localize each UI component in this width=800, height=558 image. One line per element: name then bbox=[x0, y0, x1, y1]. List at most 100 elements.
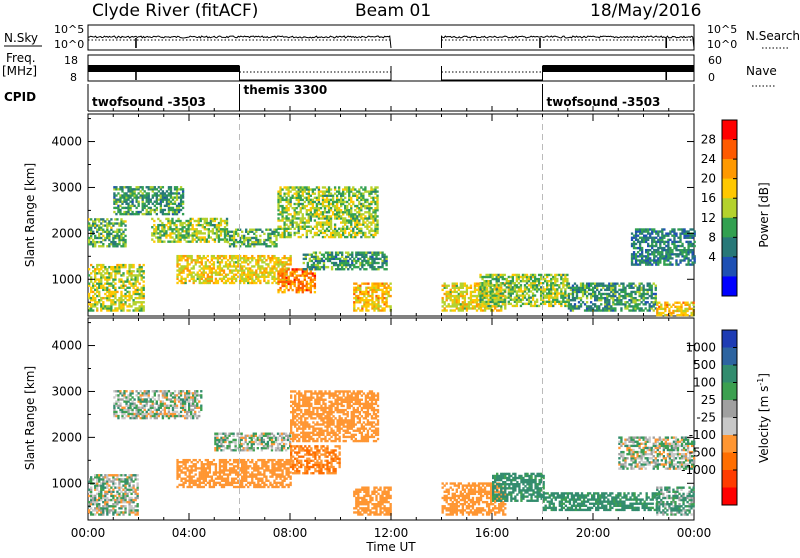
heatmap-cell bbox=[104, 282, 106, 284]
heatmap-cell bbox=[167, 218, 169, 220]
heatmap-cell bbox=[491, 299, 493, 301]
heatmap-cell bbox=[283, 291, 285, 293]
heatmap-cell bbox=[325, 251, 327, 253]
heatmap-cell bbox=[108, 276, 110, 278]
heatmap-cell bbox=[354, 232, 356, 234]
heatmap-cell bbox=[104, 239, 106, 241]
heatmap-cell bbox=[179, 234, 181, 236]
heatmap-cell bbox=[354, 188, 356, 190]
noise-left-tick-top: 10^5 bbox=[54, 23, 84, 36]
heatmap-cell bbox=[113, 207, 115, 209]
heatmap-cell bbox=[691, 235, 693, 237]
heatmap-cell bbox=[330, 195, 332, 197]
heatmap-cell bbox=[249, 237, 251, 239]
heatmap-cell bbox=[483, 276, 485, 278]
heatmap-cell bbox=[328, 188, 330, 190]
heatmap-cell bbox=[659, 245, 661, 247]
heatmap-cell bbox=[134, 307, 136, 309]
heatmap-cell bbox=[330, 199, 332, 201]
heatmap-cell bbox=[310, 281, 312, 283]
heatmap-cell bbox=[160, 207, 162, 209]
heatmap-cell bbox=[681, 259, 683, 261]
heatmap-cell bbox=[348, 234, 350, 236]
heatmap-cell bbox=[175, 234, 177, 236]
heatmap-cell bbox=[178, 267, 180, 269]
heatmap-cell bbox=[116, 243, 118, 245]
heatmap-cell bbox=[665, 251, 667, 253]
heatmap-cell bbox=[300, 186, 302, 188]
heatmap-cell bbox=[142, 196, 144, 198]
heatmap-cell bbox=[370, 234, 372, 236]
heatmap-cell bbox=[371, 305, 373, 307]
heatmap-cell bbox=[365, 254, 367, 256]
heatmap-cell bbox=[576, 307, 578, 309]
heatmap-cell bbox=[336, 197, 338, 199]
heatmap-cell bbox=[124, 280, 126, 282]
heatmap-cell bbox=[641, 259, 643, 261]
heatmap-cell bbox=[318, 203, 320, 205]
heatmap-cell bbox=[322, 236, 324, 238]
heatmap-cell bbox=[374, 207, 376, 209]
heatmap-cell bbox=[361, 256, 363, 258]
heatmap-cell bbox=[153, 224, 155, 226]
heatmap-cell bbox=[88, 237, 90, 239]
heatmap-cell bbox=[664, 308, 666, 310]
heatmap-cell bbox=[361, 251, 363, 253]
heatmap-cell bbox=[178, 209, 180, 211]
heatmap-cell bbox=[321, 254, 323, 256]
heatmap-cell bbox=[313, 264, 315, 266]
heatmap-cell bbox=[321, 258, 323, 260]
heatmap-cell bbox=[124, 266, 126, 268]
heatmap-cell bbox=[385, 291, 387, 293]
heatmap-cell bbox=[98, 301, 100, 303]
heatmap-cell bbox=[626, 305, 628, 307]
heatmap-cell bbox=[178, 271, 180, 273]
heatmap-cell bbox=[653, 230, 655, 232]
heatmap-cell bbox=[277, 257, 279, 259]
heatmap-cell bbox=[94, 503, 96, 505]
heatmap-cell bbox=[227, 267, 229, 269]
heatmap-cell bbox=[285, 193, 287, 195]
heatmap-cell bbox=[371, 254, 373, 256]
heatmap-cell bbox=[137, 211, 139, 213]
heatmap-cell bbox=[367, 258, 369, 260]
heatmap-cell bbox=[657, 263, 659, 265]
heatmap-cell bbox=[376, 205, 378, 207]
heatmap-cell bbox=[329, 260, 331, 262]
heatmap-cell bbox=[120, 233, 122, 235]
heatmap-cell bbox=[462, 285, 464, 287]
heatmap-cell bbox=[341, 260, 343, 262]
heatmap-cell bbox=[680, 314, 682, 316]
heatmap-cell bbox=[108, 274, 110, 276]
heatmap-cell bbox=[200, 240, 202, 242]
heatmap-cell bbox=[100, 305, 102, 307]
heatmap-cell bbox=[690, 302, 692, 304]
heatmap-cell bbox=[152, 196, 154, 198]
heatmap-cell bbox=[346, 219, 348, 221]
heatmap-cell bbox=[470, 287, 472, 289]
heatmap-cell bbox=[658, 312, 660, 314]
heatmap-cell bbox=[670, 314, 672, 316]
heatmap-cell bbox=[354, 195, 356, 197]
heatmap-cell bbox=[300, 203, 302, 205]
heatmap-cell bbox=[594, 309, 596, 311]
heatmap-cell bbox=[638, 293, 640, 295]
heatmap-cell bbox=[470, 307, 472, 309]
heatmap-cell bbox=[675, 235, 677, 237]
heatmap-cell bbox=[310, 226, 312, 228]
heatmap-cell bbox=[651, 305, 653, 307]
heatmap-cell bbox=[677, 253, 679, 255]
heatmap-cell bbox=[225, 255, 227, 257]
heatmap-cell bbox=[647, 285, 649, 287]
heatmap-cell bbox=[90, 231, 92, 233]
heatmap-cell bbox=[494, 286, 496, 288]
heatmap-cell bbox=[257, 241, 259, 243]
heatmap-cell bbox=[448, 293, 450, 295]
heatmap-cell bbox=[687, 235, 689, 237]
heatmap-cell bbox=[94, 305, 96, 307]
heatmap-cell bbox=[314, 213, 316, 215]
heatmap-cell bbox=[235, 278, 237, 280]
heatmap-cell bbox=[516, 305, 518, 307]
heatmap-cell bbox=[336, 211, 338, 213]
heatmap-cell bbox=[156, 192, 158, 194]
